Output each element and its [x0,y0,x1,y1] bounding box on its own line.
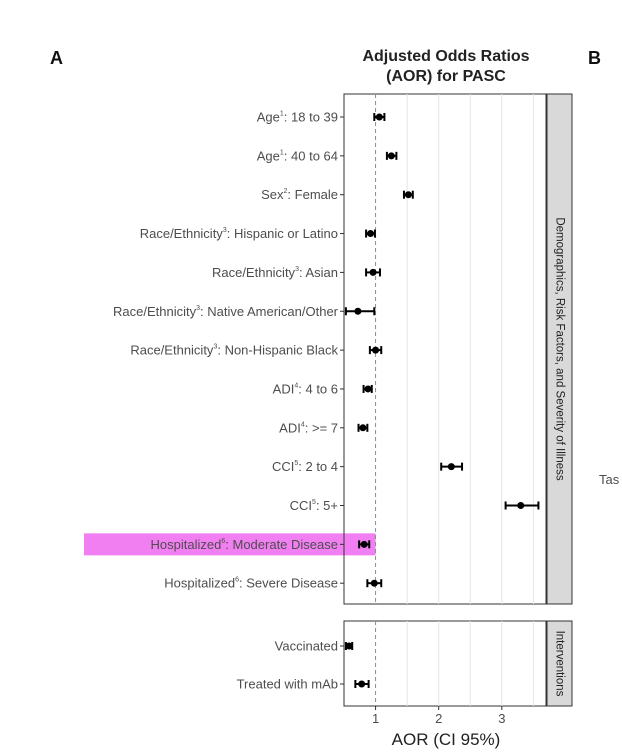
facet-panel-border [343,620,547,707]
aor-point [369,268,377,276]
x-tick-label: 2 [435,711,442,726]
aor-point [375,113,383,121]
row-label: Vaccinated [275,639,338,654]
row-label: Race/Ethnicity3: Asian [212,265,338,280]
aor-point [360,540,368,548]
aor-point [345,642,353,650]
x-tick-label: 1 [372,711,379,726]
row-label: Hospitalized6: Severe Disease [164,576,338,591]
row-label: Race/Ethnicity3: Native American/Other [113,304,339,319]
row-label: CCI5: 5+ [290,498,338,513]
x-tick-label: 3 [498,711,505,726]
row-label: Age1: 40 to 64 [257,148,338,163]
aor-point [364,385,372,393]
chart-title-line-2: (AOR) for PASC [386,68,506,85]
aor-point [517,502,525,509]
aor-point [447,463,455,471]
row-label: Race/Ethnicity3: Hispanic or Latino [140,226,338,241]
aor-point [359,424,367,432]
facet-panel-border [343,93,547,605]
highlight-band [84,533,376,556]
plot-area: Demographics, Risk Factors, and Severity… [84,93,573,726]
row-label: Sex2: Female [261,187,338,202]
aor-point [370,579,378,587]
panel-label-b: B [588,48,601,68]
facet-strip [546,620,573,707]
aor-point [387,152,395,160]
chart-title-line-1: Adjusted Odds Ratios [362,48,529,65]
truncated-panel-text: Tas [599,472,620,487]
facet-strip [546,93,573,605]
facet-strip-label: Demographics, Risk Factors, and Severity… [553,217,565,481]
row-label: Treated with mAb [237,677,338,692]
row-label: ADI4: >= 7 [279,420,338,435]
panel-label-a: A [50,48,63,68]
aor-point [367,230,375,238]
x-axis-title: AOR (CI 95%) [392,730,501,749]
aor-point [404,191,412,199]
row-label: Age1: 18 to 39 [257,110,338,125]
row-label: ADI4: 4 to 6 [273,381,338,396]
facet-strip-label: Interventions [553,631,565,697]
aor-point [358,680,366,688]
row-label: Hospitalized6: Moderate Disease [151,537,338,552]
aor-point [372,346,380,354]
row-label: Race/Ethnicity3: Non-Hispanic Black [130,343,338,358]
row-label: CCI5: 2 to 4 [272,459,338,474]
aor-point [354,307,362,315]
